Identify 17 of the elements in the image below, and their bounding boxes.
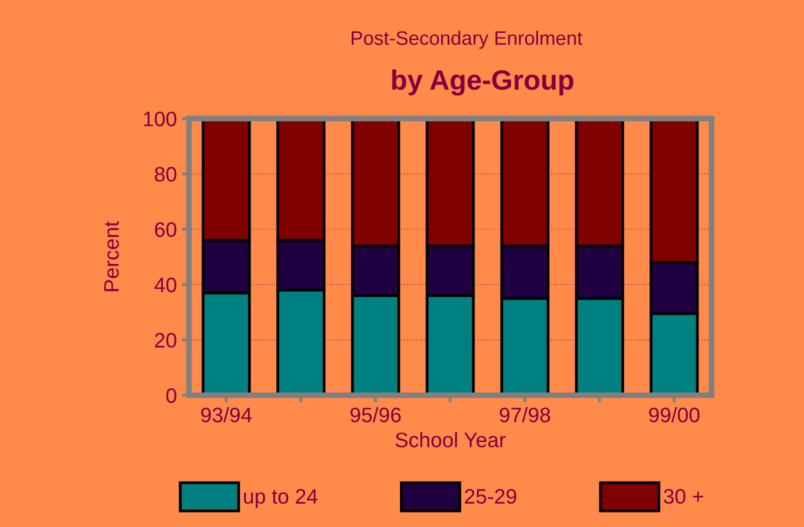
y-tick-label: 20 [155, 332, 176, 348]
y-tick-label: 80 [154, 166, 176, 182]
chart-subtitle: Post-Secondary Enrolment [352, 30, 582, 49]
x-tick-label: 93/94 [201, 407, 252, 422]
legend-label: 25-29 [464, 489, 516, 504]
y-axis-title: Percent [104, 221, 119, 292]
y-tick-label: 0 [166, 388, 176, 404]
x-axis-title: School Year [396, 432, 506, 448]
x-tick-label: 95/96 [350, 407, 401, 422]
chart-title: by Age-Group [392, 69, 574, 96]
legend-label: up to 24 [244, 489, 318, 508]
x-tick-label: 97/98 [500, 407, 550, 422]
y-tick-label: 100 [144, 112, 176, 126]
x-tick-label: 99/00 [649, 407, 700, 422]
legend-label: 30 + [664, 489, 704, 504]
y-tick-label: 60 [155, 222, 176, 237]
y-tick-label: 40 [154, 278, 176, 292]
